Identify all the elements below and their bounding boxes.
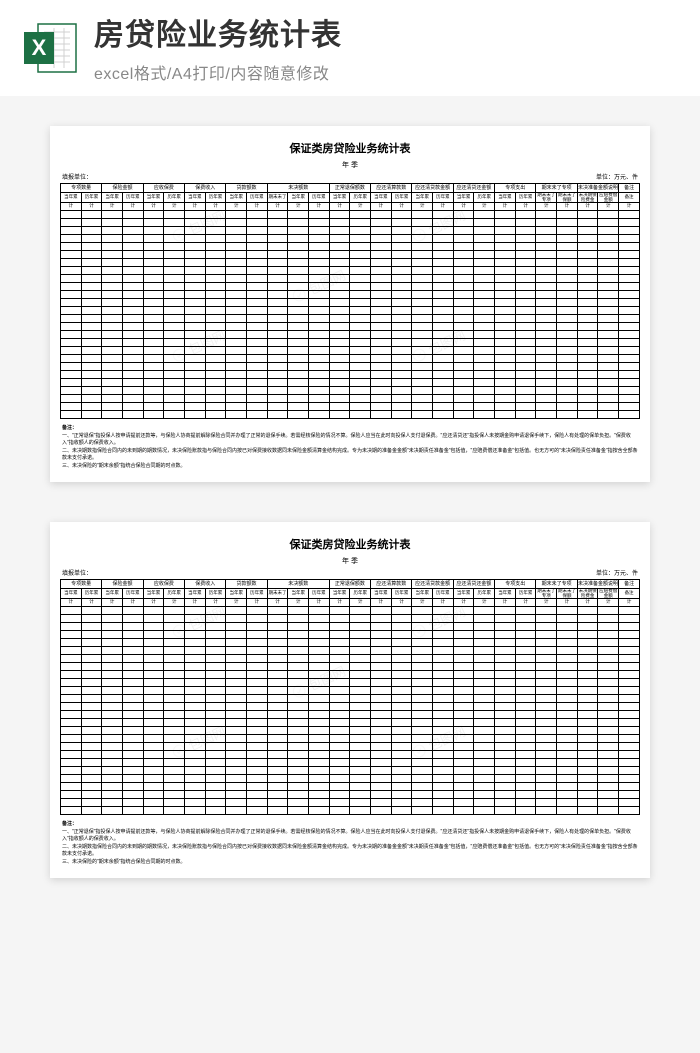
- table-row: [61, 331, 640, 339]
- table-row: [61, 743, 640, 751]
- table-row: [61, 751, 640, 759]
- table-row: [61, 307, 640, 315]
- title-area: 房贷险业务统计表 excel格式/A4打印/内容随意修改: [94, 18, 680, 84]
- sheet-meta: 填报单位：单位：万元、件: [60, 568, 640, 579]
- table-row: [61, 235, 640, 243]
- table-row: [61, 403, 640, 411]
- table-row: [61, 623, 640, 631]
- table-row: [61, 219, 640, 227]
- sheet-title: 保证类房贷险业务统计表: [60, 140, 640, 156]
- table-row: [61, 639, 640, 647]
- svg-text:X: X: [32, 35, 47, 60]
- table-row: [61, 211, 640, 219]
- table-row: [61, 243, 640, 251]
- table-row: [61, 379, 640, 387]
- excel-file-icon: X: [20, 18, 80, 78]
- table-row: [61, 251, 640, 259]
- table-row: [61, 631, 640, 639]
- table-row: [61, 775, 640, 783]
- table-row: [61, 371, 640, 379]
- table-row: [61, 299, 640, 307]
- table-row: [61, 323, 640, 331]
- table-row: [61, 259, 640, 267]
- sheet-period: 年 季: [60, 160, 640, 170]
- sheet-meta: 填报单位：单位：万元、件: [60, 172, 640, 183]
- preview-area: 保证类房贷险业务统计表年 季填报单位：单位：万元、件专项数量保险金额应收保费保费…: [0, 96, 700, 878]
- table-row: [61, 671, 640, 679]
- template-header: X 房贷险业务统计表 excel格式/A4打印/内容随意修改: [0, 0, 700, 96]
- table-row: [61, 783, 640, 791]
- table-row: [61, 679, 640, 687]
- footnotes: 备注：一、"正常退保"指投保人按申请提前还款等，与保险人协商提前解除保险合同并办…: [60, 819, 640, 868]
- table-row: [61, 647, 640, 655]
- sheet-title: 保证类房贷险业务统计表: [60, 536, 640, 552]
- data-grid: 专项数量保险金额应收保费保费收入贷款额数未决额数正常退保额数应还清算款数应还清贷…: [60, 579, 640, 815]
- table-row: [61, 267, 640, 275]
- table-row: [61, 387, 640, 395]
- table-row: [61, 315, 640, 323]
- table-row: [61, 703, 640, 711]
- table-row: [61, 799, 640, 807]
- table-row: [61, 395, 640, 403]
- table-row: [61, 711, 640, 719]
- table-row: [61, 687, 640, 695]
- footnotes: 备注：一、"正常退保"指投保人按申请提前还款等，与保险人协商提前解除保险合同并办…: [60, 423, 640, 472]
- table-row: [61, 695, 640, 703]
- table-row: [61, 663, 640, 671]
- table-row: [61, 363, 640, 371]
- table-row: [61, 275, 640, 283]
- table-row: [61, 227, 640, 235]
- table-row: [61, 411, 640, 419]
- table-row: [61, 759, 640, 767]
- table-row: [61, 655, 640, 663]
- table-row: [61, 339, 640, 347]
- table-row: [61, 283, 640, 291]
- table-row: [61, 791, 640, 799]
- table-row: [61, 615, 640, 623]
- table-row: [61, 291, 640, 299]
- table-row: [61, 355, 640, 363]
- table-row: [61, 767, 640, 775]
- spreadsheet-preview-1: 保证类房贷险业务统计表年 季填报单位：单位：万元、件专项数量保险金额应收保费保费…: [50, 126, 650, 482]
- data-grid: 专项数量保险金额应收保费保费收入贷款额数未决额数正常退保额数应还清算款数应还清贷…: [60, 183, 640, 419]
- subtitle: excel格式/A4打印/内容随意修改: [94, 60, 680, 84]
- table-row: [61, 347, 640, 355]
- table-row: [61, 735, 640, 743]
- table-row: [61, 807, 640, 815]
- table-row: [61, 607, 640, 615]
- spreadsheet-preview-2: 保证类房贷险业务统计表年 季填报单位：单位：万元、件专项数量保险金额应收保费保费…: [50, 522, 650, 878]
- sheet-period: 年 季: [60, 556, 640, 566]
- table-row: [61, 727, 640, 735]
- table-row: [61, 719, 640, 727]
- main-title: 房贷险业务统计表: [94, 18, 680, 54]
